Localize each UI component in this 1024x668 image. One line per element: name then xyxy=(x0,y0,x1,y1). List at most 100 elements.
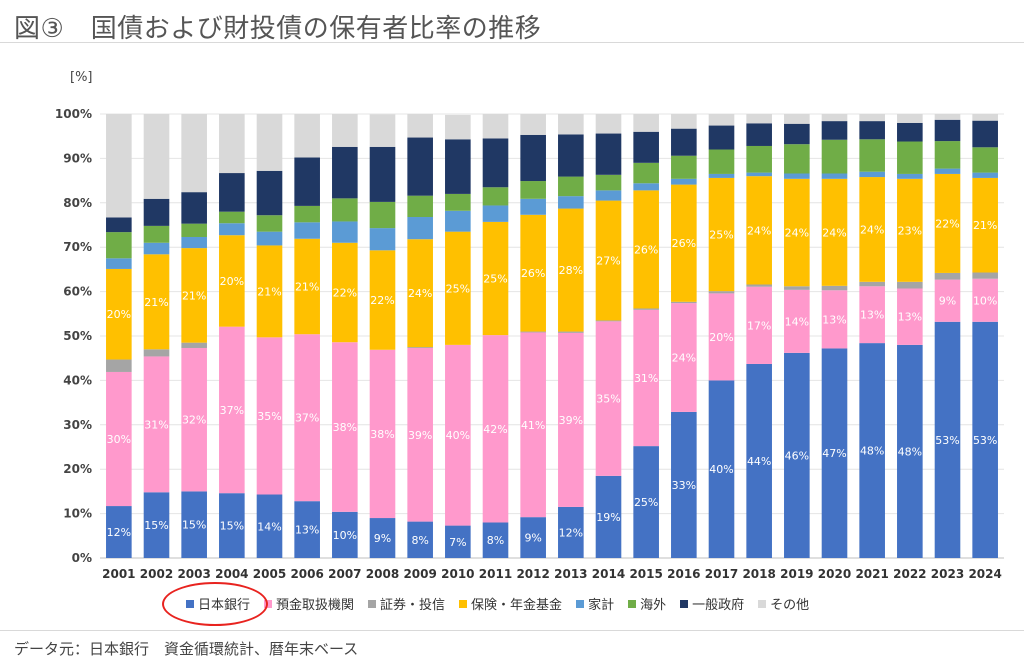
bar-segment xyxy=(897,173,923,179)
bar-segment xyxy=(633,114,659,132)
x-tick-label: 2008 xyxy=(366,567,399,581)
bar-segment xyxy=(746,114,772,124)
bar-segment xyxy=(934,173,961,273)
data-label: 25% xyxy=(446,282,470,295)
data-label: 25% xyxy=(709,229,733,242)
bar-segment xyxy=(181,223,207,237)
bar-segment xyxy=(595,190,622,201)
bar-segment xyxy=(482,114,509,139)
bar-segment xyxy=(708,293,735,381)
legend-swatch xyxy=(680,599,689,608)
data-label: 30% xyxy=(107,433,131,446)
x-tick-label: 2005 xyxy=(253,567,286,581)
data-label: 24% xyxy=(822,226,846,239)
data-label: 24% xyxy=(785,227,809,240)
data-label: 21% xyxy=(182,289,206,302)
bar-segment xyxy=(294,205,320,223)
bar-segment xyxy=(520,331,546,333)
data-label: 9% xyxy=(939,295,956,308)
data-label: 24% xyxy=(672,352,696,365)
x-tick-label: 2009 xyxy=(403,567,436,581)
data-label: 21% xyxy=(257,285,281,298)
legend-item: 保険・年金基金 xyxy=(459,594,562,613)
data-label: 20% xyxy=(220,275,244,288)
bar-segment xyxy=(558,331,584,333)
y-tick-label: 0% xyxy=(72,551,92,565)
bar-segment xyxy=(256,494,283,558)
bar-segment xyxy=(445,231,471,345)
bar-segment xyxy=(143,349,170,357)
bar-segment xyxy=(746,145,772,173)
bar-segment xyxy=(972,172,998,178)
bar-segment xyxy=(520,114,546,135)
data-label: 25% xyxy=(483,273,507,286)
bar-segment xyxy=(746,363,772,558)
x-tick-label: 2021 xyxy=(855,567,888,581)
bar-segment xyxy=(294,222,320,239)
bar-segment xyxy=(671,128,697,156)
legend-item: 預金取扱機関 xyxy=(264,594,354,613)
bar-segment xyxy=(332,221,358,243)
bar-segment xyxy=(671,301,697,304)
x-tick-label: 2011 xyxy=(479,567,512,581)
bar-segment xyxy=(633,309,659,447)
data-label: 22% xyxy=(935,217,959,230)
bar-segment xyxy=(407,195,433,218)
bar-segment xyxy=(520,332,546,518)
legend-label: 預金取扱機関 xyxy=(276,598,355,613)
bar-segment xyxy=(671,411,697,558)
bar-segment xyxy=(106,268,132,360)
data-label: 41% xyxy=(521,419,545,432)
bar-segment xyxy=(859,114,885,122)
page-title: 図③ 国債および財投債の保有者比率の推移 xyxy=(14,14,542,44)
bar-segment xyxy=(294,501,320,558)
data-label: 25% xyxy=(634,496,658,509)
bar-segment xyxy=(106,359,132,372)
bar-segment xyxy=(332,511,358,558)
bar-segment xyxy=(256,170,283,216)
bar-segment xyxy=(746,172,772,177)
bar-segment xyxy=(407,114,433,138)
legend-label: 海外 xyxy=(640,598,667,613)
bar-segment xyxy=(821,173,848,179)
y-tick-label: 60% xyxy=(63,285,92,299)
bar-segment xyxy=(708,177,735,292)
bar-segment xyxy=(821,290,848,349)
data-label: 8% xyxy=(411,534,428,547)
y-tick-label: 20% xyxy=(63,462,92,476)
bar-segment xyxy=(708,149,735,174)
data-label: 20% xyxy=(107,308,131,321)
bar-segment xyxy=(708,114,735,126)
bar-segment xyxy=(181,342,207,348)
bar-segment xyxy=(972,120,998,148)
x-tick-label: 2022 xyxy=(893,567,926,581)
data-label: 48% xyxy=(860,445,884,458)
bar-segment xyxy=(106,232,132,259)
data-label: 15% xyxy=(144,519,168,532)
bar-segment xyxy=(143,198,170,226)
bar-segment xyxy=(934,168,961,174)
data-label: 26% xyxy=(672,237,696,250)
bar-segment xyxy=(633,131,659,163)
bar-segment xyxy=(784,352,810,558)
legend-item: 証券・投信 xyxy=(368,594,445,613)
bar-segment xyxy=(708,173,735,178)
bar-segment xyxy=(106,371,132,507)
data-label: 42% xyxy=(483,423,507,436)
bar-segment xyxy=(445,139,471,194)
data-label: 35% xyxy=(596,393,620,406)
bar-segment xyxy=(859,139,885,172)
bar-segment xyxy=(219,173,245,212)
bar-segment xyxy=(219,493,245,558)
data-label: 22% xyxy=(370,294,394,307)
data-label: 9% xyxy=(524,532,541,545)
bar-segment xyxy=(897,114,923,123)
data-label: 10% xyxy=(333,529,357,542)
data-label: 37% xyxy=(295,412,319,425)
bar-segment xyxy=(821,139,848,174)
bar-segment xyxy=(972,147,998,173)
bar-segment xyxy=(972,114,998,121)
legend-label: 証券・投信 xyxy=(380,598,446,613)
bar-segment xyxy=(859,171,885,178)
bar-segment xyxy=(934,119,961,142)
